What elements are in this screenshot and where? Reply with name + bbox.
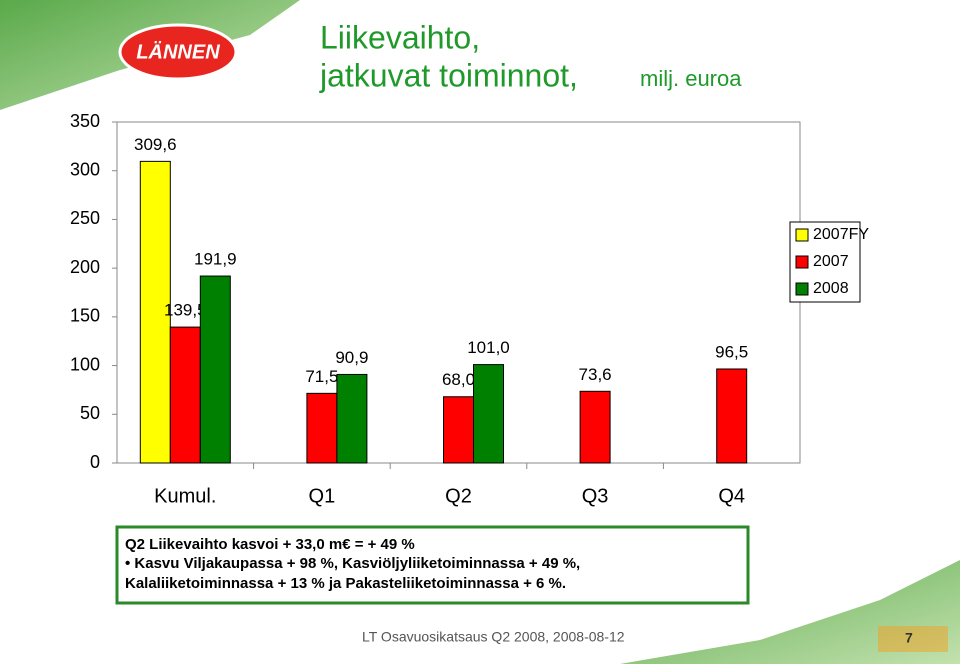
- value-label: 96,5: [715, 342, 748, 361]
- bar: [336, 373, 368, 464]
- x-tick-label: Q1: [309, 485, 336, 507]
- x-tick-label: Q4: [718, 485, 745, 507]
- note-line: Kalaliiketoiminnassa + 13 % ja Pakasteli…: [125, 575, 566, 592]
- decor-bottom: [620, 560, 960, 664]
- bar: [443, 396, 474, 464]
- bar: [306, 392, 338, 464]
- note-line: Q2 Liikevaihto kasvoi + 33,0 m€ = + 49 %: [125, 536, 415, 553]
- y-tick-label: 100: [70, 354, 100, 374]
- footer: LT Osavuosikatsaus Q2 2008, 2008-08-12: [362, 629, 625, 645]
- x-tick-label: Q3: [582, 485, 609, 507]
- legend-label: 2007FY: [813, 226, 869, 243]
- page-box: [878, 626, 948, 652]
- y-tick-label: 50: [80, 403, 100, 423]
- y-tick-label: 250: [70, 208, 100, 228]
- value-label: 73,6: [579, 365, 612, 384]
- bar: [169, 326, 201, 464]
- value-label: 191,9: [194, 250, 237, 269]
- note-line: • Kasvu Viljakaupassa + 98 %, Kasviöljyl…: [125, 555, 580, 572]
- bar: [139, 160, 171, 464]
- y-tick-label: 200: [70, 257, 100, 277]
- x-tick-label: Q2: [445, 485, 472, 507]
- y-tick-label: 350: [70, 111, 100, 131]
- y-tick-label: 300: [70, 159, 100, 179]
- legend-swatch: [795, 228, 809, 242]
- bar: [716, 368, 748, 464]
- x-tick-label: Kumul.: [154, 485, 216, 507]
- chart-title: Liikevaihto,: [320, 19, 480, 55]
- bar: [579, 390, 611, 464]
- chart-subtitle: jatkuvat toiminnot,: [319, 57, 578, 93]
- logo: [118, 23, 238, 81]
- y-tick-label: 150: [70, 306, 100, 326]
- legend-swatch: [795, 282, 809, 296]
- unit-label: milj. euroa: [640, 66, 742, 91]
- y-tick-label: 0: [90, 452, 100, 472]
- value-label: 68,0: [442, 370, 475, 389]
- bar: [199, 275, 231, 464]
- legend-label: 2008: [813, 280, 849, 297]
- value-label: 101,0: [467, 338, 510, 357]
- logo-text: LÄNNEN: [136, 40, 220, 63]
- value-label: 139,5: [164, 301, 207, 320]
- legend-label: 2007: [813, 253, 849, 270]
- page-number: 7: [905, 630, 913, 646]
- value-label: 71,5: [305, 367, 338, 386]
- value-label: 90,9: [335, 348, 368, 367]
- bar: [473, 364, 504, 464]
- notes-box: [115, 525, 750, 605]
- legend-swatch: [795, 255, 809, 269]
- value-label: 309,6: [134, 135, 177, 154]
